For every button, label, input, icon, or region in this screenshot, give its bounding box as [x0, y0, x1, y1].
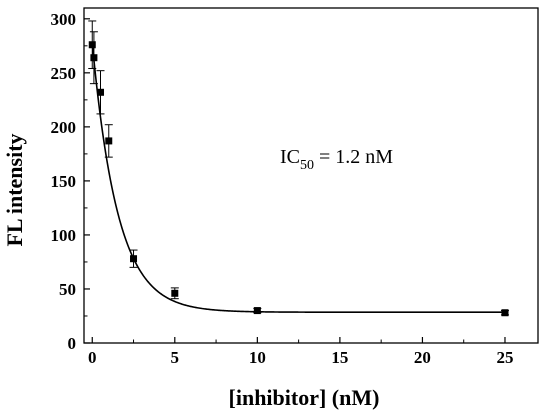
axes — [83, 7, 539, 344]
x-tick-label: 0 — [88, 348, 97, 367]
fit-curve — [91, 43, 505, 313]
data-point — [171, 289, 179, 297]
data-point — [105, 137, 113, 145]
ic50-annotation-subscript: 50 — [300, 158, 314, 173]
x-tick-label: 10 — [249, 348, 266, 367]
x-tick-label: 5 — [171, 348, 180, 367]
x-tick-label: 20 — [414, 348, 431, 367]
x-tick-label: 25 — [496, 348, 513, 367]
ic50-annotation-value: = 1.2 nM — [314, 146, 393, 168]
y-tick-label: 250 — [51, 64, 77, 83]
y-tick-label: 50 — [59, 280, 76, 299]
y-tick-label: 200 — [51, 118, 77, 137]
data-point — [97, 88, 105, 96]
ic50-annotation-main: IC — [280, 146, 300, 168]
x-axis-title: [inhibitor] (nM) — [229, 385, 380, 410]
y-tick-label: 300 — [51, 10, 77, 29]
ic50-annotation: IC50 = 1.2 nM — [280, 146, 393, 173]
data-point — [88, 41, 96, 49]
data-point — [130, 255, 138, 263]
plot-frame — [83, 7, 539, 344]
fit-line — [91, 43, 505, 313]
data-points — [88, 41, 509, 317]
data-point — [253, 307, 261, 315]
data-point — [501, 309, 509, 317]
y-tick-label: 150 — [51, 172, 77, 191]
y-tick-label: 100 — [51, 226, 77, 245]
x-tick-label: 15 — [331, 348, 348, 367]
data-point — [90, 54, 98, 62]
y-tick-label: 0 — [68, 334, 77, 353]
y-axis-title: FL intensity — [2, 133, 27, 246]
